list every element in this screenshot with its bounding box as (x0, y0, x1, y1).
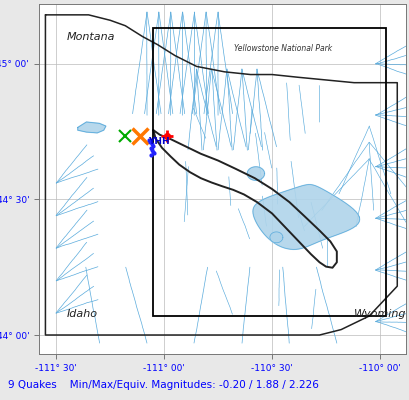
Text: Wyoming: Wyoming (353, 309, 406, 319)
Polygon shape (252, 184, 359, 249)
Text: Montana: Montana (67, 32, 115, 42)
Polygon shape (269, 232, 282, 243)
Text: Yellowstone National Park: Yellowstone National Park (233, 44, 331, 53)
Polygon shape (78, 122, 106, 133)
Text: Idaho: Idaho (67, 309, 98, 319)
Polygon shape (247, 167, 264, 180)
Text: 9 Quakes    Min/Max/Equiv. Magnitudes: -0.20 / 1.88 / 2.226: 9 Quakes Min/Max/Equiv. Magnitudes: -0.2… (8, 380, 318, 390)
Text: YHH: YHH (148, 137, 169, 146)
Bar (153, 28, 386, 316)
